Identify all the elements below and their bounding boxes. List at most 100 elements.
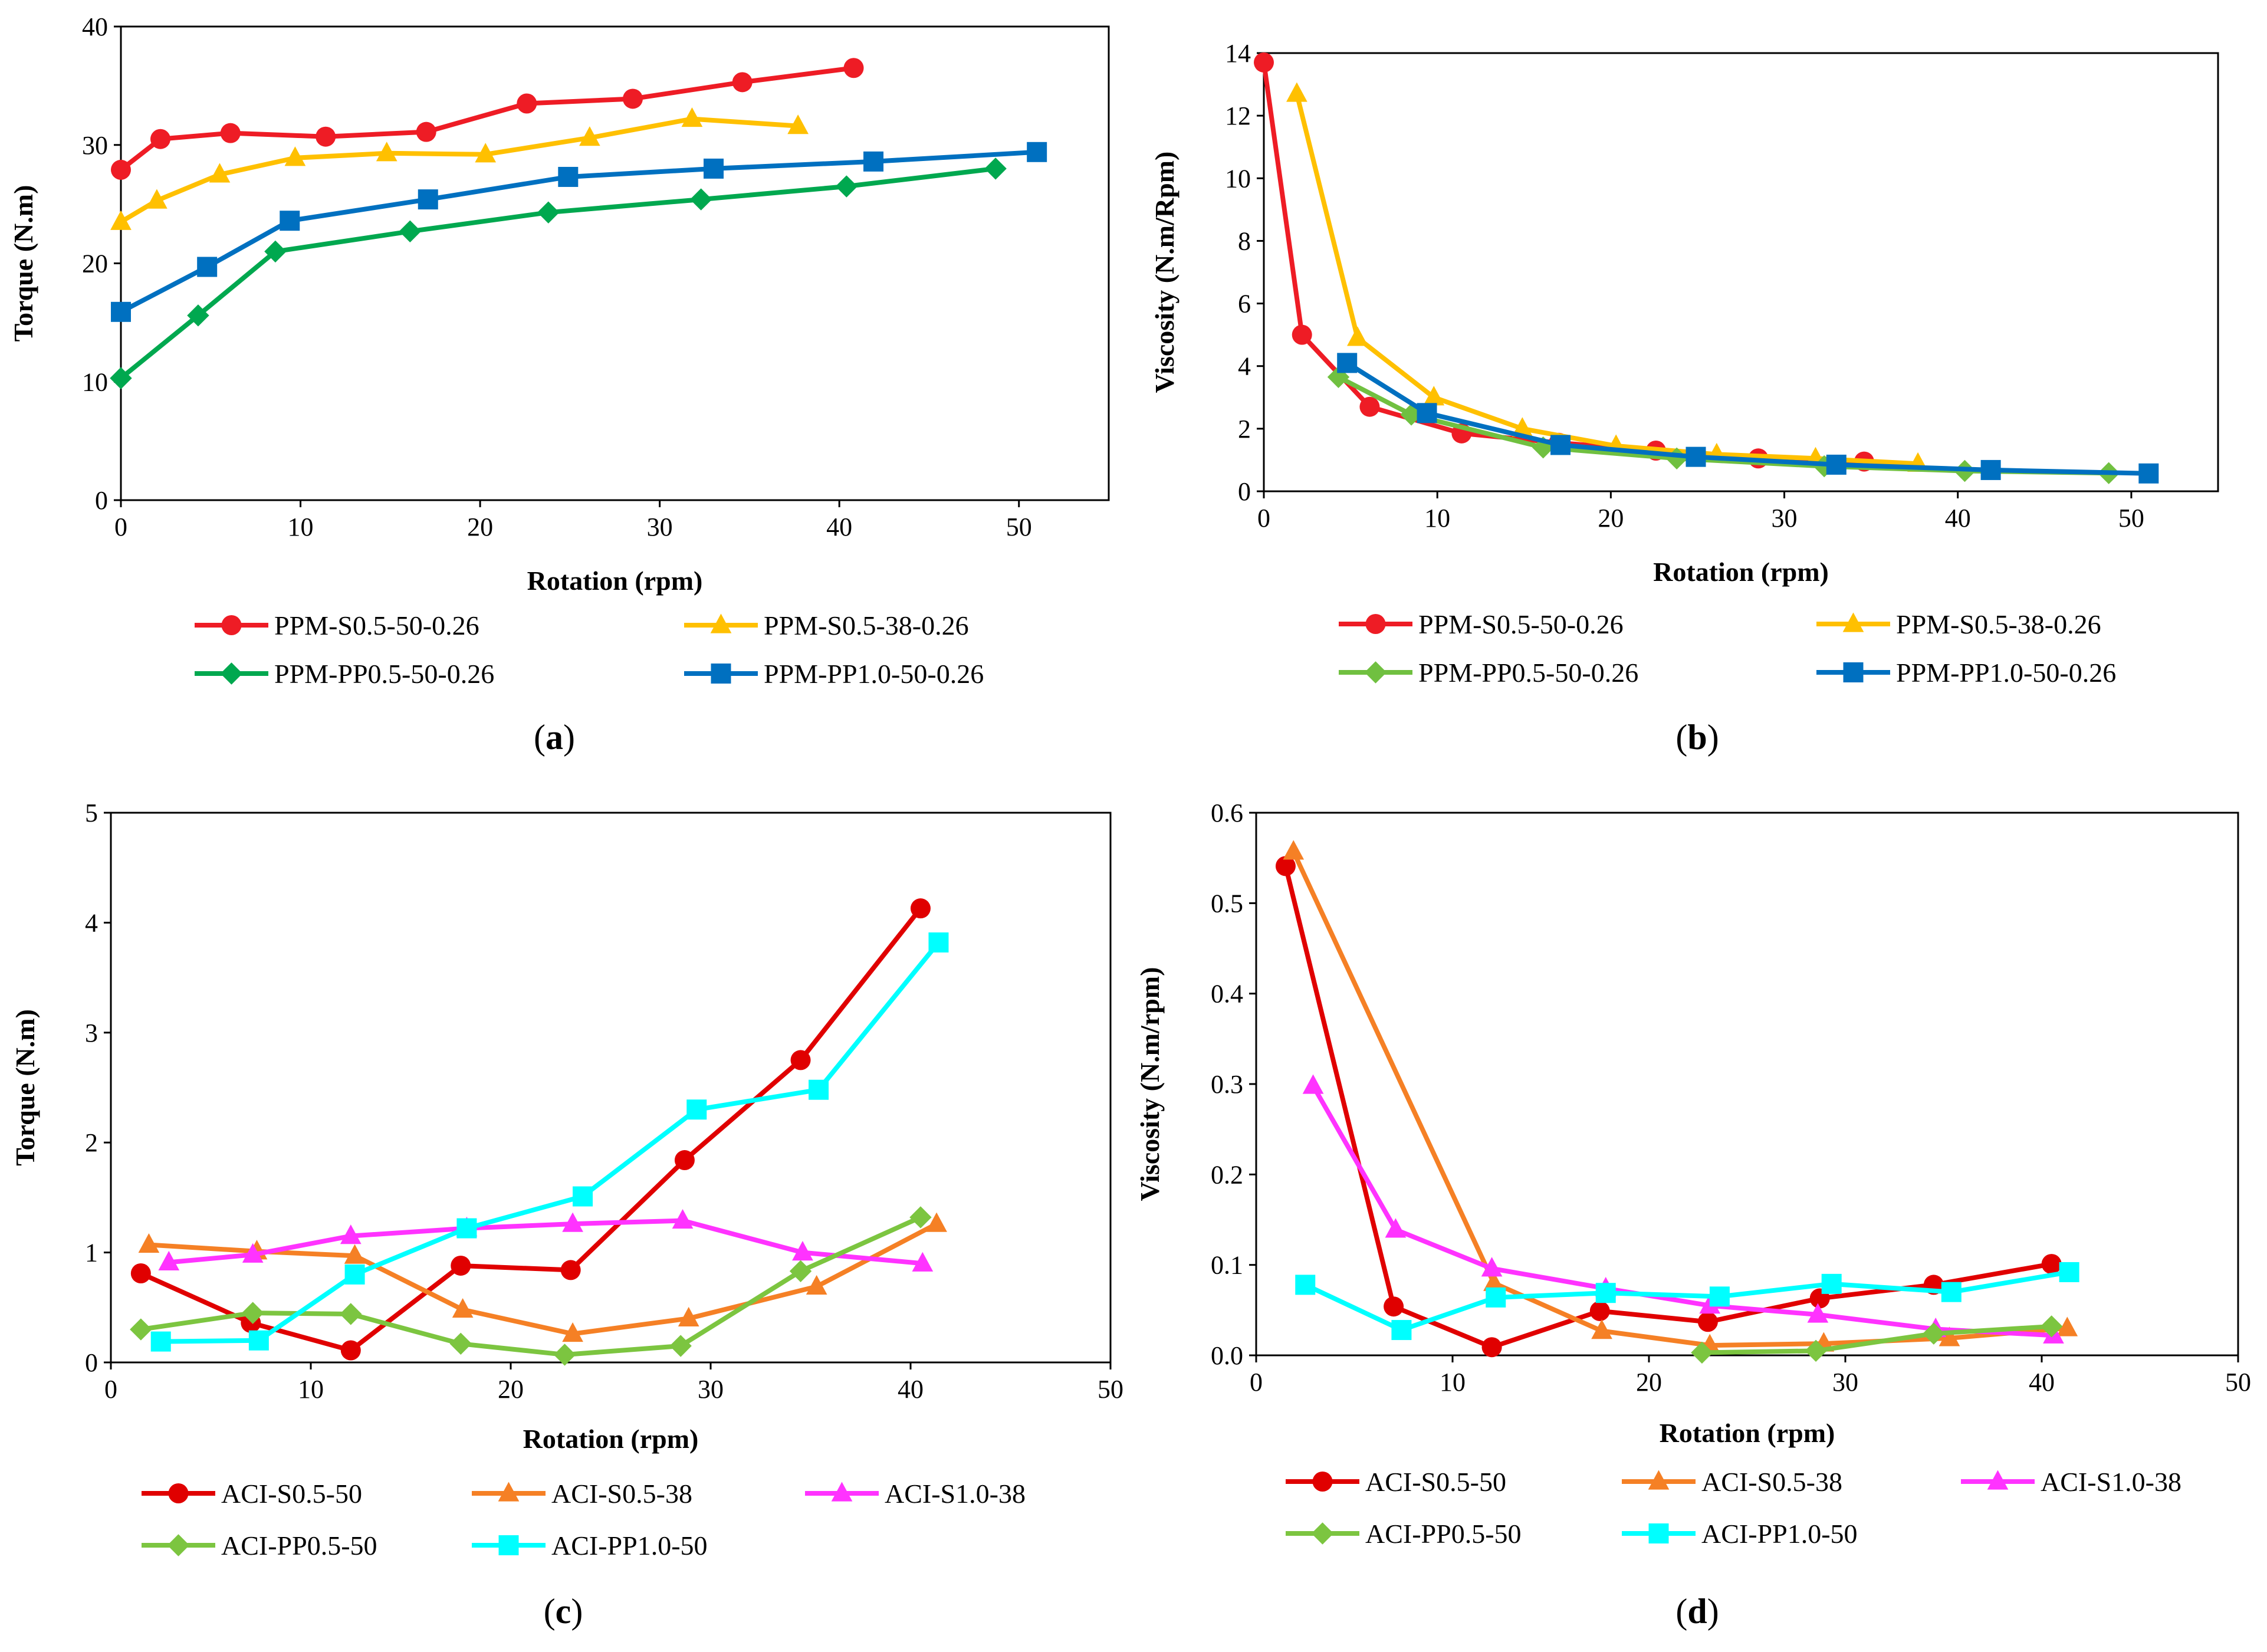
data-point xyxy=(573,1186,593,1207)
y-axis-title: Torque (N.m) xyxy=(8,185,38,342)
data-point xyxy=(1254,52,1274,73)
data-point xyxy=(1385,1218,1407,1238)
data-point xyxy=(1589,1300,1610,1321)
legend-item: ACI-S0.5-38 xyxy=(472,1479,692,1509)
data-point xyxy=(863,151,884,172)
data-point xyxy=(909,1206,932,1229)
data-point xyxy=(792,1241,813,1261)
series-line xyxy=(119,166,998,381)
x-tick-label: 10 xyxy=(1424,504,1450,533)
y-tick-label: 4 xyxy=(85,908,98,937)
x-tick-label: 30 xyxy=(1772,504,1798,533)
series-0 xyxy=(1254,52,1874,472)
series-0 xyxy=(130,898,931,1361)
legend-marker xyxy=(1364,661,1387,684)
x-tick-label: 0 xyxy=(1257,504,1270,533)
series-line xyxy=(1303,1269,2072,1333)
data-point xyxy=(1481,1337,1502,1358)
data-point xyxy=(475,143,497,163)
data-point xyxy=(2059,1262,2079,1282)
caption-part: ( xyxy=(1675,718,1687,757)
data-point xyxy=(984,157,1007,180)
data-point xyxy=(197,257,218,277)
legend: PPM-S0.5-50-0.26 PPM-S0.5-38-0.26 PPM-PP0.… xyxy=(195,610,984,689)
data-point xyxy=(1691,1341,1713,1364)
legend-marker xyxy=(221,615,242,635)
data-point xyxy=(111,301,131,322)
data-point xyxy=(452,1298,474,1318)
legend-marker xyxy=(831,1482,853,1502)
legend-item: ACI-S1.0-38 xyxy=(1961,1467,2181,1497)
data-point xyxy=(399,220,422,242)
series-4 xyxy=(150,932,949,1352)
data-point xyxy=(264,240,287,263)
data-point xyxy=(912,1252,934,1272)
x-tick-label: 10 xyxy=(1440,1368,1466,1397)
data-point xyxy=(2056,1316,2078,1336)
legend-item: PPM-PP1.0-50-0.26 xyxy=(1816,658,2116,688)
legend-item: PPM-S0.5-38-0.26 xyxy=(684,610,969,641)
legend-marker xyxy=(1842,612,1864,632)
data-point xyxy=(678,1306,699,1327)
data-point xyxy=(242,1243,264,1263)
legend-item: ACI-S0.5-50 xyxy=(1286,1467,1506,1497)
data-point xyxy=(2138,463,2159,484)
y-tick-label: 6 xyxy=(1238,290,1251,318)
data-point xyxy=(138,1233,160,1253)
legend-marker xyxy=(498,1535,519,1555)
data-point xyxy=(732,72,753,93)
data-point xyxy=(562,1322,583,1342)
panel-a: 0 10 20 30 40 50 0 10 20 30 40 Rotation (rpm) Torque… xyxy=(8,12,1110,757)
data-point xyxy=(220,123,241,143)
plot-area xyxy=(110,812,1112,1364)
x-axis-title: Rotation (rpm) xyxy=(523,1424,699,1454)
data-point xyxy=(284,146,306,166)
data-point xyxy=(1550,435,1571,455)
legend-marker xyxy=(1312,1472,1333,1492)
caption-part: d xyxy=(1687,1592,1707,1631)
data-point xyxy=(787,114,809,134)
data-point xyxy=(562,1212,583,1232)
data-point xyxy=(1417,403,1437,423)
legend-label: ACI-S0.5-38 xyxy=(1701,1467,1842,1497)
data-point xyxy=(1512,417,1533,437)
legend-marker xyxy=(498,1482,520,1502)
data-point xyxy=(1347,326,1368,346)
data-point xyxy=(560,1260,581,1280)
legend-item: ACI-PP1.0-50 xyxy=(472,1531,708,1561)
y-tick-label: 0.0 xyxy=(1211,1341,1243,1370)
y-tick-label: 2 xyxy=(85,1128,98,1157)
series-line xyxy=(138,906,923,1353)
data-point xyxy=(579,126,600,146)
data-point xyxy=(926,1212,947,1232)
data-point xyxy=(537,201,560,224)
data-point xyxy=(146,189,167,209)
data-point xyxy=(843,58,864,78)
caption-part: a xyxy=(546,718,563,757)
data-point xyxy=(1805,1339,1827,1362)
data-point xyxy=(376,142,397,162)
data-point xyxy=(1826,454,1847,475)
caption-part: ( xyxy=(544,1592,556,1631)
legend-marker xyxy=(711,664,731,684)
data-point xyxy=(1286,82,1307,102)
y-tick-label: 0.6 xyxy=(1211,799,1243,827)
y-tick-label: 0 xyxy=(1238,477,1251,506)
legend: ACI-S0.5-50 ACI-S0.5-38 ACI-S1.0-38 ACI-PP0… xyxy=(142,1479,1026,1561)
y-tick-label: 12 xyxy=(1225,101,1251,130)
data-point xyxy=(340,1224,362,1244)
data-point xyxy=(681,107,703,127)
legend-label: ACI-PP0.5-50 xyxy=(1365,1519,1522,1549)
series-3 xyxy=(1337,353,2159,484)
legend-marker xyxy=(167,1534,190,1556)
x-tick-label: 10 xyxy=(288,513,314,541)
y-tick-label: 0.2 xyxy=(1211,1160,1243,1189)
x-tick-label: 50 xyxy=(2118,504,2144,533)
data-point xyxy=(558,166,579,187)
y-tick-label: 30 xyxy=(82,131,108,160)
legend-label: PPM-PP0.5-50-0.26 xyxy=(274,659,494,689)
series-line xyxy=(1699,1323,2054,1355)
data-point xyxy=(1923,1322,1945,1345)
x-tick-label: 0 xyxy=(114,513,127,541)
data-point xyxy=(280,211,300,231)
